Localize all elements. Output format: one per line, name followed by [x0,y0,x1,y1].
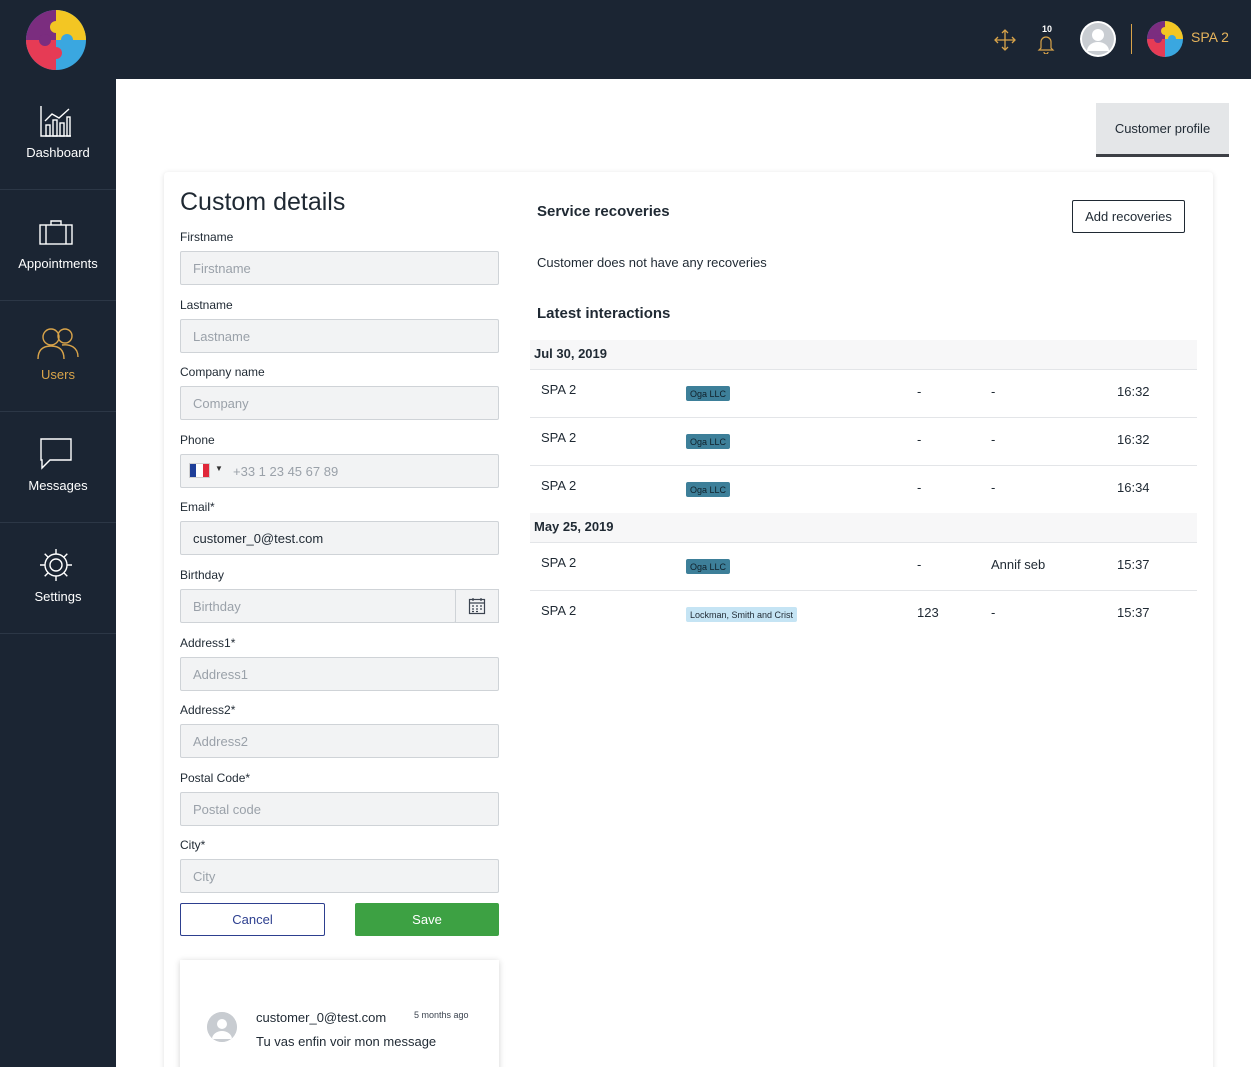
email-input[interactable] [180,521,499,555]
company-badge: Oga LLC [686,386,731,401]
company-badge: Lockman, Smith and Crist [686,607,798,622]
company-input[interactable] [180,386,499,420]
cancel-button[interactable]: Cancel [180,903,325,936]
interaction-time: 16:32 [1117,432,1150,447]
interaction-name: SPA 2 [541,382,577,397]
phone-field: ▼ [180,454,499,488]
message-author: customer_0@test.com [256,1010,387,1025]
org-name[interactable]: SPA 2 [1191,29,1229,45]
gear-icon [40,549,72,581]
bell-icon [1037,36,1055,54]
table-row[interactable]: SPA 2 Lockman, Smith and Crist 123 - 15:… [530,591,1197,639]
date-group-header: May 25, 2019 [530,513,1197,543]
add-recoveries-button[interactable]: Add recoveries [1072,200,1185,233]
france-flag-icon[interactable] [189,463,210,478]
birthday-input[interactable] [180,589,456,623]
form-title: Custom details [180,188,346,216]
sidebar-item-label: Users [41,367,75,382]
lastname-label: Lastname [180,298,233,312]
interaction-col4: - [991,432,996,447]
person-icon [1082,23,1114,55]
firstname-label: Firstname [180,230,234,244]
postal-code-label: Postal Code* [180,771,251,785]
interaction-col4: Annif seb [991,557,1046,572]
table-row[interactable]: SPA 2 Oga LLC - - 16:32 [530,370,1197,418]
interaction-col4: - [991,480,996,495]
caret-down-icon[interactable]: ▼ [215,464,223,473]
calendar-icon [468,598,486,615]
interaction-time: 16:34 [1117,480,1150,495]
interaction-name: SPA 2 [541,555,577,570]
message-time: 5 months ago [414,1010,469,1020]
top-bar: 10 SPA 2 [0,0,1251,79]
recoveries-empty-text: Customer does not have any recoveries [537,255,767,270]
calendar-button[interactable] [455,589,499,623]
interaction-time: 15:37 [1117,605,1150,620]
interaction-time: 16:32 [1117,384,1150,399]
interaction-time: 15:37 [1117,557,1150,572]
chat-bubble-icon [40,438,72,470]
sidebar-item-label: Messages [28,478,88,493]
birthday-label: Birthday [180,568,225,582]
email-label: Email* [180,500,215,514]
interaction-col4: - [991,605,996,620]
phone-input[interactable] [227,455,487,487]
table-row[interactable]: SPA 2 Oga LLC - Annif seb 15:37 [530,543,1197,591]
firstname-input[interactable] [180,251,499,285]
interactions-title: Latest interactions [537,305,671,322]
sidebar-item-users[interactable]: Users [0,301,116,412]
address1-input[interactable] [180,657,499,691]
interaction-col3: - [917,384,922,399]
chart-icon [40,106,71,137]
user-avatar[interactable] [1080,21,1116,57]
interaction-col3: - [917,432,922,447]
tab-customer-profile[interactable]: Customer profile [1096,103,1229,157]
interaction-name: SPA 2 [541,478,577,493]
city-input[interactable] [180,859,499,893]
table-row[interactable]: SPA 2 Oga LLC - - 16:32 [530,418,1197,466]
interaction-col4: - [991,384,996,399]
company-badge: Oga LLC [686,434,731,449]
interaction-col3: 123 [917,605,939,620]
avatar [207,1012,237,1042]
recoveries-title: Service recoveries [537,203,670,220]
address1-label: Address1* [180,636,236,650]
phone-label: Phone [180,433,215,447]
message-card[interactable]: customer_0@test.com 5 months ago Tu vas … [180,960,499,1067]
puzzle-logo-icon[interactable] [25,9,87,71]
sidebar-item-messages[interactable]: Messages [0,412,116,523]
interaction-name: SPA 2 [541,430,577,445]
company-badge: Oga LLC [686,559,731,574]
sidebar-item-settings[interactable]: Settings [0,523,116,634]
save-button[interactable]: Save [355,903,499,936]
interaction-col3: - [917,480,922,495]
sidebar-item-appointments[interactable]: Appointments [0,190,116,301]
city-label: City* [180,838,206,852]
lastname-input[interactable] [180,319,499,353]
interaction-col3: - [917,557,922,572]
sidebar-item-label: Appointments [18,256,98,271]
table-row[interactable]: SPA 2 Oga LLC - - 16:34 [530,466,1197,514]
sidebar-item-label: Dashboard [26,145,90,160]
company-badge: Oga LLC [686,482,731,497]
sidebar-item-label: Settings [34,589,82,604]
sidebar: Dashboard Appointments Users Messages Se… [0,79,116,1067]
address2-label: Address2* [180,703,236,717]
org-logo-icon[interactable] [1146,20,1184,58]
interaction-name: SPA 2 [541,603,577,618]
header-divider [1131,24,1132,54]
person-icon [207,1012,237,1042]
users-icon [37,328,79,360]
notifications-button[interactable]: 10 [1034,24,1060,54]
briefcase-icon [39,220,73,245]
sidebar-item-dashboard[interactable]: Dashboard [0,79,116,190]
address2-input[interactable] [180,724,499,758]
move-arrows-icon[interactable] [993,28,1017,52]
message-text: Tu vas enfin voir mon message [256,1034,437,1049]
date-group-header: Jul 30, 2019 [530,340,1197,370]
notification-count: 10 [1042,24,1053,34]
company-label: Company name [180,365,265,379]
postal-code-input[interactable] [180,792,499,826]
